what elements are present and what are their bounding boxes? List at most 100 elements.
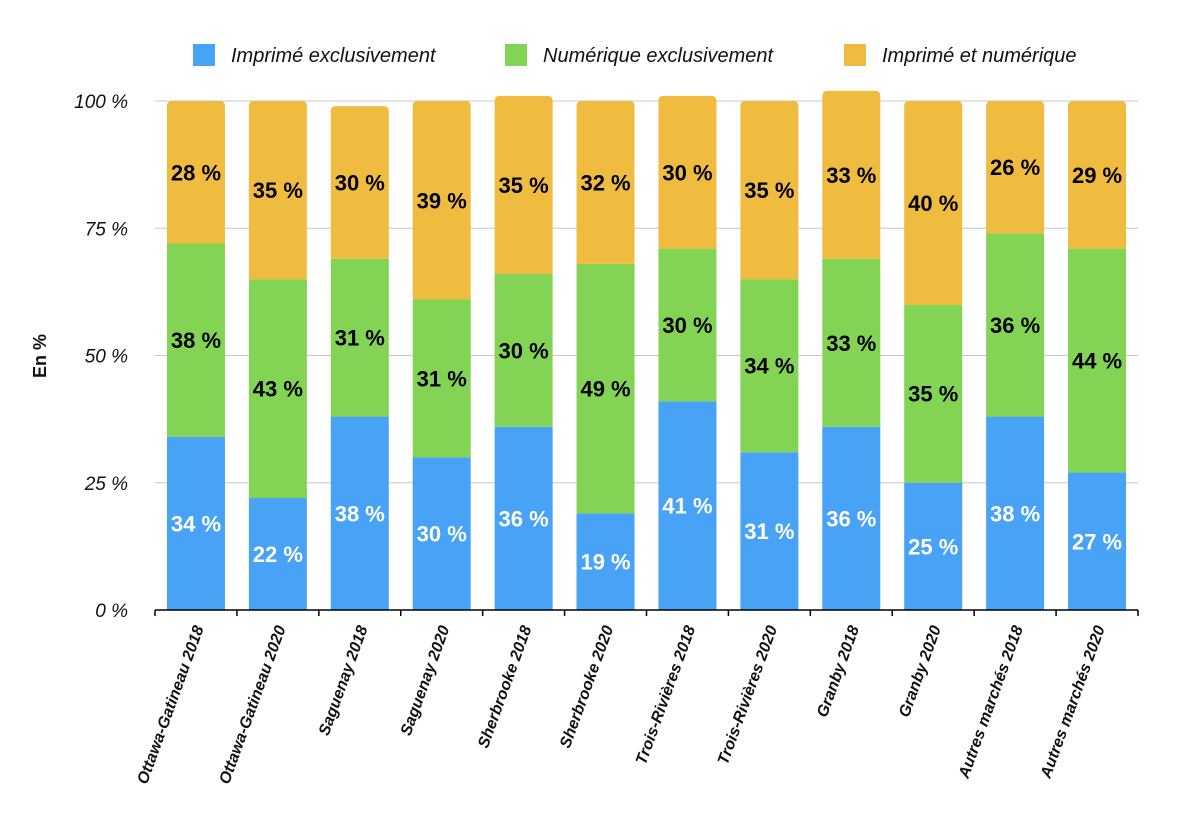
- bar-segment: [904, 101, 963, 305]
- bar-segment: [576, 101, 635, 264]
- bar-segment: [248, 498, 307, 610]
- x-tick-label: Sherbrooke 2020: [557, 623, 617, 750]
- bar-segment: [330, 416, 389, 610]
- data-label: 27 %: [1072, 529, 1122, 554]
- legend-swatch: [844, 44, 866, 66]
- bar-segment: [986, 233, 1045, 417]
- data-label: 25 %: [908, 534, 958, 559]
- data-label: 30 %: [417, 522, 467, 547]
- y-tick-label: 50 %: [85, 347, 128, 368]
- bar-segment: [248, 101, 307, 280]
- bar-segment: [412, 457, 471, 610]
- data-label: 38 %: [990, 501, 1040, 526]
- bar-segment: [166, 436, 225, 610]
- x-tick-label: Autres marchés 2018: [956, 623, 1027, 781]
- y-tick-label: 25 %: [84, 474, 128, 495]
- bar-segment: [576, 263, 635, 514]
- bar-segment: [576, 513, 635, 610]
- data-label: 36 %: [499, 506, 549, 531]
- bar-segment: [1068, 101, 1127, 249]
- data-label: 38 %: [171, 328, 221, 353]
- y-tick-label: 75 %: [85, 219, 128, 240]
- data-label: 29 %: [1072, 163, 1122, 188]
- bar-segment: [330, 106, 389, 259]
- bar-segment: [1068, 472, 1127, 610]
- data-label: 35 %: [253, 178, 303, 203]
- x-tick-label: Ottawa-Gatineau 2018: [135, 623, 208, 786]
- y-tick-label: 0 %: [95, 601, 128, 622]
- data-label: 41 %: [662, 494, 712, 519]
- bar-segment: [658, 401, 717, 610]
- bar-segment: [822, 90, 881, 259]
- bar-segment: [740, 101, 799, 280]
- x-tick-label: Trois-Rivières 2020: [715, 623, 781, 767]
- x-tick-label: Trois-Rivières 2018: [633, 623, 699, 767]
- bar-segment: [412, 299, 471, 458]
- x-tick-label: Granby 2018: [814, 623, 863, 719]
- x-tick-label: Granby 2020: [896, 623, 945, 719]
- bar-segment: [330, 258, 389, 417]
- x-tick-label: Saguenay 2020: [398, 623, 454, 738]
- data-label: 49 %: [580, 377, 630, 402]
- data-label: 28 %: [171, 160, 221, 185]
- x-tick-label: Autres marchés 2020: [1037, 623, 1108, 781]
- bar-segment: [494, 95, 553, 275]
- y-axis-ticks: 0 % 25 % 50 % 75 % 100 %: [74, 92, 128, 622]
- data-label: 44 %: [1072, 349, 1122, 374]
- x-axis-ticks: Ottawa-Gatineau 2018 Ottawa-Gatineau 2020…: [135, 610, 1139, 786]
- data-label: 30 %: [662, 160, 712, 185]
- legend-label: Imprimé exclusivement: [231, 45, 437, 67]
- bar-segment: [658, 95, 717, 249]
- x-tick-label: Ottawa-Gatineau 2020: [216, 623, 289, 786]
- bar-segment: [986, 416, 1045, 610]
- bar-segment: [494, 274, 553, 427]
- bars: [166, 90, 1127, 610]
- data-label: 33 %: [826, 331, 876, 356]
- data-label: 30 %: [335, 170, 385, 195]
- data-label: 31 %: [744, 519, 794, 544]
- data-label: 31 %: [417, 366, 467, 391]
- x-tick-label: Saguenay 2018: [316, 623, 372, 738]
- data-label: 35 %: [499, 173, 549, 198]
- data-label: 36 %: [990, 313, 1040, 338]
- data-label: 40 %: [908, 191, 958, 216]
- bar-segment: [986, 101, 1045, 234]
- bar-segment: [658, 248, 717, 402]
- y-axis-label: En %: [30, 334, 50, 378]
- data-labels: 34 % 38 % 28 % 22 % 43 % 35 % 38 % 31 % 30 % 30 %…: [171, 155, 1122, 574]
- bar-segment: [412, 101, 471, 300]
- bar-segment: [166, 101, 225, 244]
- bar-segment: [494, 426, 553, 610]
- bar-segment: [248, 279, 307, 499]
- gridlines: [155, 100, 1138, 484]
- data-label: 33 %: [826, 163, 876, 188]
- legend-swatch: [505, 44, 527, 66]
- bar-segment: [904, 304, 963, 483]
- data-label: 36 %: [826, 506, 876, 531]
- bar-segment: [166, 243, 225, 437]
- data-label: 22 %: [253, 542, 303, 567]
- data-label: 31 %: [335, 326, 385, 351]
- legend-label: Imprimé et numérique: [882, 45, 1077, 67]
- bar-segment: [904, 482, 963, 610]
- data-label: 26 %: [990, 155, 1040, 180]
- data-label: 34 %: [171, 511, 221, 536]
- y-tick-label: 100 %: [74, 92, 128, 113]
- data-label: 39 %: [417, 188, 467, 213]
- data-label: 19 %: [580, 550, 630, 575]
- data-label: 38 %: [335, 501, 385, 526]
- legend-swatch: [193, 44, 215, 66]
- bar-segment: [822, 258, 881, 427]
- legend: Imprimé exclusivement Numérique exclusive…: [193, 44, 1077, 67]
- data-label: 32 %: [580, 170, 630, 195]
- data-label: 43 %: [253, 377, 303, 402]
- bar-segment: [822, 426, 881, 610]
- bar-segment: [740, 279, 799, 453]
- x-tick-label: Sherbrooke 2018: [475, 623, 535, 750]
- bar-segment: [1068, 248, 1127, 473]
- data-label: 34 %: [744, 354, 794, 379]
- legend-label: Numérique exclusivement: [543, 45, 775, 67]
- data-label: 30 %: [662, 313, 712, 338]
- data-label: 35 %: [744, 178, 794, 203]
